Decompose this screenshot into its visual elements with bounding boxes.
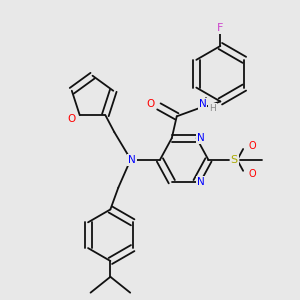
Text: F: F (217, 23, 224, 33)
Text: O: O (248, 169, 256, 179)
Text: S: S (231, 155, 238, 165)
Text: N: N (199, 99, 206, 110)
Text: O: O (68, 114, 76, 124)
Text: O: O (248, 141, 256, 151)
Text: N: N (197, 133, 204, 143)
Text: O: O (147, 99, 155, 110)
Text: N: N (197, 177, 204, 187)
Text: H: H (209, 104, 216, 113)
Text: N: N (128, 155, 136, 165)
